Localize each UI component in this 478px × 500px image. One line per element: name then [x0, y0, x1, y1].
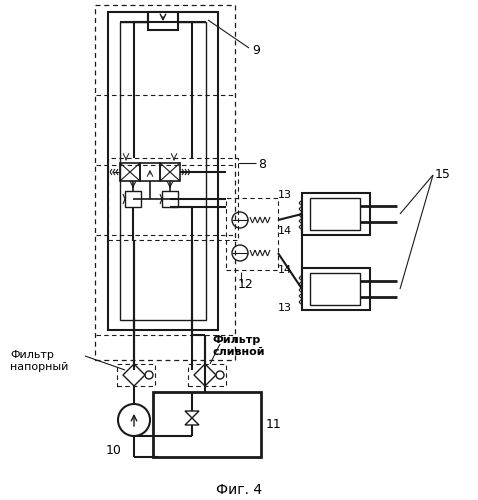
Text: 14: 14: [278, 265, 292, 275]
Bar: [95, 5, 235, 360]
Text: 10: 10: [106, 444, 122, 456]
Text: 11: 11: [266, 418, 282, 431]
Bar: [120, 22, 206, 320]
Text: Фиг. 4: Фиг. 4: [216, 483, 262, 497]
Text: 14: 14: [278, 226, 292, 236]
Text: 15: 15: [435, 168, 451, 181]
Bar: [120, 163, 140, 181]
Bar: [302, 193, 370, 235]
Text: 8: 8: [258, 158, 266, 172]
Bar: [160, 163, 180, 181]
Bar: [140, 163, 160, 181]
Bar: [162, 191, 178, 207]
Bar: [125, 191, 141, 207]
Bar: [302, 268, 370, 310]
Bar: [226, 198, 278, 270]
Text: 13: 13: [278, 190, 292, 200]
Bar: [310, 198, 360, 230]
Text: Фильтр
напорный: Фильтр напорный: [10, 350, 68, 372]
Text: 9: 9: [252, 44, 260, 57]
Text: 12: 12: [238, 278, 254, 291]
Bar: [310, 273, 360, 305]
Bar: [108, 12, 218, 330]
Bar: [148, 12, 178, 30]
Bar: [108, 158, 238, 240]
Text: Фильтр
сливной: Фильтр сливной: [213, 335, 265, 356]
Bar: [188, 364, 226, 386]
Bar: [153, 392, 261, 457]
Bar: [117, 364, 155, 386]
Text: 13: 13: [278, 303, 292, 313]
